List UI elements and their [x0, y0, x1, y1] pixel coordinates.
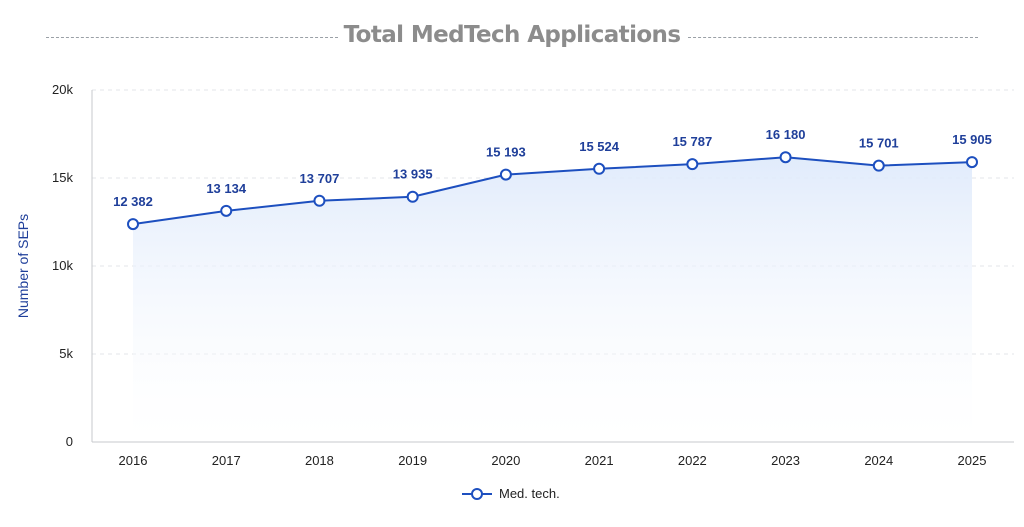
data-label: 13 935 [393, 167, 433, 182]
y-tick-label: 15k [52, 170, 73, 185]
x-tick-label: 2024 [864, 453, 893, 468]
area-fill [133, 157, 972, 442]
data-label: 16 180 [766, 127, 806, 142]
data-points [127, 151, 978, 231]
x-tick-label: 2018 [305, 453, 334, 468]
data-point[interactable] [220, 204, 233, 217]
data-point[interactable] [499, 168, 512, 181]
data-point[interactable] [686, 158, 699, 171]
title-divider-right [688, 37, 978, 38]
data-point[interactable] [313, 194, 326, 207]
chart-title: Total MedTech Applications [343, 22, 681, 48]
data-point[interactable] [779, 151, 792, 164]
y-tick-label: 5k [59, 346, 73, 361]
data-point[interactable] [966, 156, 978, 169]
y-tick-label: 0 [66, 434, 73, 449]
x-tick-label: 2022 [678, 453, 707, 468]
series-line [132, 156, 973, 226]
axes: 0 5k 10k 15k 20k 2016 2017 2018 2019 2020 2021 2022… [15, 82, 1014, 468]
data-label: 15 701 [859, 136, 899, 151]
chart-title-row: Total MedTech Applications [46, 18, 978, 58]
data-labels: 12 382 13 134 13 707 13 935 15 193 15 524 15 7… [113, 127, 992, 209]
data-point[interactable] [872, 159, 885, 172]
x-tick-label: 2017 [212, 453, 241, 468]
legend-marker [471, 488, 483, 500]
x-tick-label: 2019 [398, 453, 427, 468]
data-label: 13 707 [300, 171, 340, 186]
x-tick-label: 2021 [585, 453, 614, 468]
y-tick-label: 20k [52, 82, 73, 97]
data-point[interactable] [406, 190, 419, 203]
x-tick-label: 2020 [491, 453, 520, 468]
data-point[interactable] [127, 218, 139, 231]
x-tick-label: 2025 [958, 453, 987, 468]
data-label: 12 382 [113, 194, 153, 209]
data-label: 15 905 [952, 132, 992, 147]
data-label: 13 134 [206, 181, 247, 196]
legend: Med. tech. [462, 486, 560, 501]
data-label: 15 193 [486, 145, 526, 160]
series-line-med-tech [132, 156, 973, 226]
series-area [133, 157, 972, 442]
legend-label[interactable]: Med. tech. [499, 486, 560, 501]
data-label: 15 524 [579, 139, 620, 154]
y-tick-label: 10k [52, 258, 73, 273]
data-label: 15 787 [672, 134, 712, 149]
x-tick-label: 2016 [119, 453, 148, 468]
y-axis-title: Number of SEPs [15, 214, 31, 318]
title-divider-left [46, 37, 338, 38]
data-point[interactable] [593, 162, 606, 175]
x-tick-label: 2023 [771, 453, 800, 468]
